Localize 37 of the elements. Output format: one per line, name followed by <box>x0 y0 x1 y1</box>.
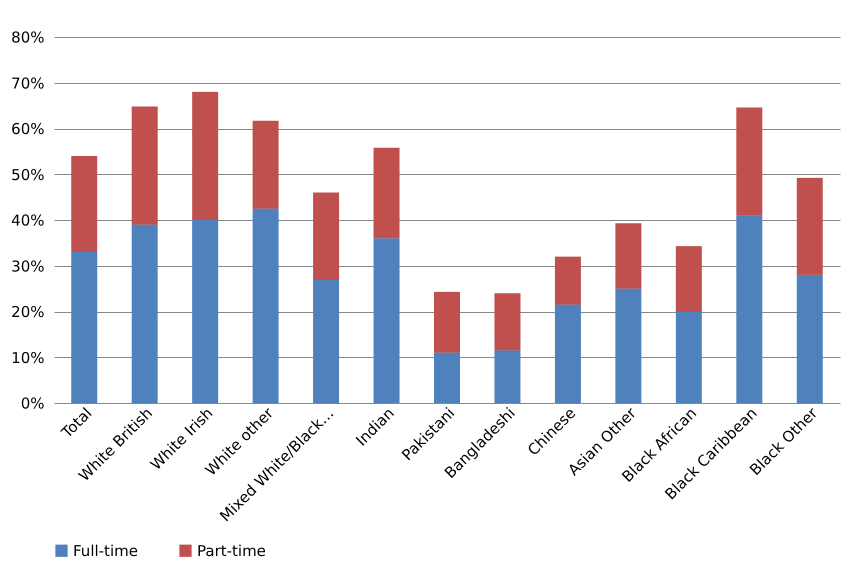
legend-label: Full-time <box>73 542 138 560</box>
y-tick-label: 60% <box>11 120 44 138</box>
bar <box>374 148 400 238</box>
bar <box>132 224 158 403</box>
y-tick-label: 50% <box>11 166 44 184</box>
bar <box>494 350 520 403</box>
bar <box>736 215 762 403</box>
bar <box>736 107 762 216</box>
y-tick-label: 40% <box>11 212 44 230</box>
y-tick-label: 30% <box>11 257 44 276</box>
legend-label: Part-time <box>197 542 266 560</box>
bar <box>554 304 581 403</box>
bar <box>554 256 581 305</box>
bar <box>676 246 702 312</box>
bar <box>434 352 460 403</box>
y-tick-label: 20% <box>11 303 44 321</box>
bar <box>615 223 642 289</box>
y-tick-label: 0% <box>20 394 44 412</box>
bar <box>71 156 98 252</box>
bar <box>796 178 823 275</box>
bar <box>132 106 158 225</box>
bar <box>192 220 218 403</box>
bar <box>313 279 340 403</box>
bar <box>374 238 400 403</box>
bar <box>252 208 279 403</box>
y-tick-label: 70% <box>11 74 44 92</box>
bar <box>615 288 642 403</box>
bar <box>71 252 98 403</box>
y-tick-label: 10% <box>11 348 44 367</box>
bar <box>796 274 823 403</box>
bar <box>192 92 218 220</box>
y-tick-label: 80% <box>11 28 44 46</box>
bar <box>676 312 702 403</box>
bar <box>434 292 460 353</box>
bar <box>494 293 520 350</box>
bar <box>313 192 340 280</box>
bar <box>252 120 279 209</box>
